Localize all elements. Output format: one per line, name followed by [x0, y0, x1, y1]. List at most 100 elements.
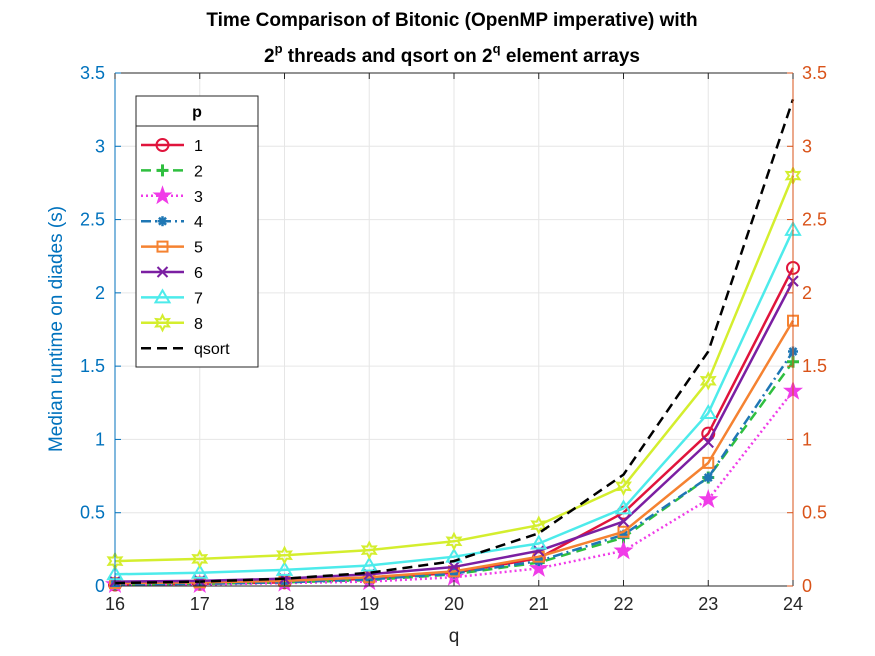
data-point-4 [703, 472, 714, 483]
right-y-tick-label: 1 [802, 429, 812, 449]
chart-title-line2: 2p threads and qsort on 2q element array… [264, 41, 640, 67]
legend-label-6: 6 [194, 265, 203, 282]
x-tick-label: 17 [190, 594, 210, 614]
title-middle: threads and qsort on 2 [283, 46, 493, 67]
data-point-3 [698, 488, 719, 509]
data-point-5 [617, 525, 630, 538]
left-y-tick-label: 3.5 [80, 63, 105, 83]
left-y-tick-label: 1.5 [80, 356, 105, 376]
data-point-8 [445, 531, 463, 552]
title-end: element arrays [501, 46, 640, 67]
data-point-8 [530, 515, 548, 535]
data-point-6 [448, 561, 460, 573]
legend-marker-6-b [156, 266, 169, 278]
left-y-tick-label: 1 [95, 429, 105, 449]
left-y-tick-label: 2.5 [80, 210, 105, 230]
x-tick-label: 23 [698, 594, 718, 614]
series-line-8 [114, 175, 795, 563]
legend-label-8: 8 [194, 316, 203, 333]
legend-title: p [192, 104, 202, 121]
x-tick-label: 16 [105, 594, 125, 614]
x-tick-label: 18 [274, 594, 294, 614]
left-y-tick-label: 0 [95, 576, 105, 596]
legend-marker-5 [156, 240, 169, 253]
data-point-4-arm [703, 473, 713, 482]
series-7 [106, 220, 802, 581]
series-layer [104, 98, 804, 594]
data-point-8 [360, 540, 378, 560]
data-point-6 [617, 515, 630, 528]
series-line-7 [114, 229, 795, 576]
left-y-tick-label: 3 [95, 136, 105, 156]
y-axis-label: Median runtime on diades (s) [46, 206, 67, 452]
data-point-5 [702, 456, 715, 469]
legend-label-qsort: qsort [194, 341, 230, 358]
left-y-tick-label: 2 [95, 283, 105, 303]
legend-marker-4-arm [158, 216, 167, 226]
legend-marker-1 [155, 138, 170, 152]
legend-entry-8: 8 [141, 313, 203, 333]
data-point-7 [614, 499, 633, 515]
series-qsort [114, 98, 795, 585]
legend-marker-4 [157, 216, 168, 227]
data-point-7 [530, 534, 548, 550]
legend-marker-8 [154, 313, 171, 333]
right-y-tick-label: 2.5 [802, 210, 827, 230]
title-superscript-p: p [275, 41, 283, 56]
legend-marker-2 [156, 164, 169, 177]
data-point-6-b [702, 436, 714, 449]
legend-label-2: 2 [194, 163, 203, 180]
legend-entry-3: 3 [141, 185, 203, 206]
series-line-3 [115, 390, 794, 586]
legend-entry-6: 6 [141, 265, 203, 282]
data-point-6 [533, 545, 545, 557]
x-axis-label: q [449, 626, 460, 647]
right-y-tick-label: 2 [802, 283, 812, 303]
data-point-7 [360, 556, 378, 572]
series-line-4 [114, 350, 795, 586]
legend-entry-4: 4 [141, 214, 203, 231]
data-point-7 [191, 563, 209, 579]
x-tick-label: 24 [783, 594, 803, 614]
legend: p 1 2 3 4 5 6 7 8 qsort [135, 95, 259, 368]
data-point-8 [191, 549, 209, 569]
x-tick-label: 22 [613, 594, 633, 614]
legend-marker-7 [153, 288, 172, 304]
legend-entry-1: 1 [141, 138, 203, 155]
x-tick-label: 21 [529, 594, 549, 614]
right-y-tick-label: 0 [802, 576, 812, 596]
title-superscript-q: q [493, 41, 501, 56]
data-point-7 [699, 404, 717, 420]
data-point-6 [702, 436, 714, 449]
data-point-8 [276, 545, 293, 565]
legend-marker-3 [152, 185, 173, 205]
data-point-8 [699, 371, 717, 391]
legend-label-7: 7 [194, 290, 203, 307]
data-point-7 [275, 560, 294, 576]
right-y-tick-label: 3 [802, 136, 812, 156]
chart-title-line1: Time Comparison of Bitonic (OpenMP imper… [206, 10, 697, 31]
legend-label-4: 4 [194, 214, 203, 231]
legend-entry-7: 7 [141, 288, 203, 307]
right-y-tick-label: 1.5 [802, 356, 827, 376]
data-point-3 [528, 557, 549, 577]
legend-entry-qsort: qsort [141, 341, 230, 358]
data-point-3 [613, 540, 634, 560]
legend-label-5: 5 [194, 240, 203, 257]
axis-ticks: 16 17 18 19 20 21 22 23 2400.511.522.533.500.511… [80, 63, 827, 614]
legend-marker-6 [156, 266, 169, 278]
legend-label-3: 3 [194, 189, 203, 206]
left-y-tick-label: 0.5 [80, 503, 105, 523]
data-point-6-b [533, 545, 545, 557]
data-point-6-b [448, 561, 460, 573]
series-line-qsort [114, 98, 795, 585]
title-base-2: 2 [264, 46, 275, 67]
right-y-tick-label: 0.5 [802, 503, 827, 523]
data-point-8 [615, 476, 632, 497]
x-tick-label: 19 [359, 594, 379, 614]
x-tick-label: 20 [444, 594, 464, 614]
data-point-6-b [617, 515, 630, 528]
legend-entry-5: 5 [141, 240, 203, 257]
legend-label-1: 1 [194, 138, 203, 155]
